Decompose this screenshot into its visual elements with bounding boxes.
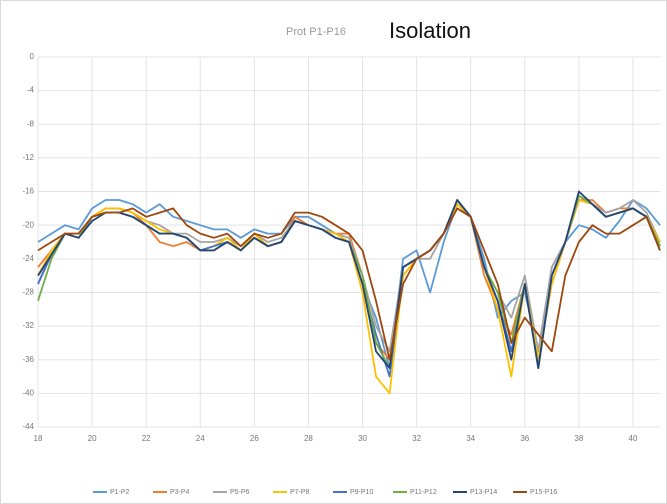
legend-label: P9-P10: [350, 489, 373, 496]
legend-label: P13-P14: [470, 489, 497, 496]
y-tick-label: -8: [27, 119, 35, 128]
x-tick-label: 36: [520, 434, 529, 443]
y-tick-label: -40: [22, 388, 34, 397]
legend-label: P5-P6: [230, 489, 250, 496]
x-tick-label: 20: [88, 434, 97, 443]
y-tick-label: -24: [22, 254, 34, 263]
y-tick-label: -44: [22, 422, 34, 431]
legend-label: P11-P12: [410, 489, 437, 496]
series-line: [37, 207, 661, 361]
x-tick-label: 28: [304, 434, 313, 443]
y-tick-label: -16: [22, 187, 34, 196]
y-tick-label: -28: [22, 288, 34, 297]
y-tick-label: 0: [30, 52, 35, 61]
x-tick-label: 26: [250, 434, 259, 443]
x-tick-label: 24: [196, 434, 205, 443]
x-tick-label: 32: [412, 434, 421, 443]
y-tick-label: -4: [27, 86, 35, 95]
legend-label: P15-P16: [530, 489, 557, 496]
chart-subtitle: Prot P1-P16: [286, 26, 346, 38]
x-tick-label: 22: [142, 434, 151, 443]
x-tick-label: 30: [358, 434, 367, 443]
series-line: [37, 190, 661, 369]
x-tick-label: 34: [466, 434, 475, 443]
legend-label: P3-P4: [170, 489, 190, 496]
x-tick-label: 18: [34, 434, 43, 443]
y-tick-label: -36: [22, 355, 34, 364]
y-tick-label: -32: [22, 321, 34, 330]
legend-label: P7-P8: [290, 489, 310, 496]
x-tick-label: 38: [574, 434, 583, 443]
x-tick-label: 40: [629, 434, 638, 443]
y-tick-label: -12: [22, 153, 34, 162]
y-tick-label: -20: [22, 220, 34, 229]
legend-label: P1-P2: [110, 489, 130, 496]
chart-title: Isolation: [389, 18, 471, 43]
